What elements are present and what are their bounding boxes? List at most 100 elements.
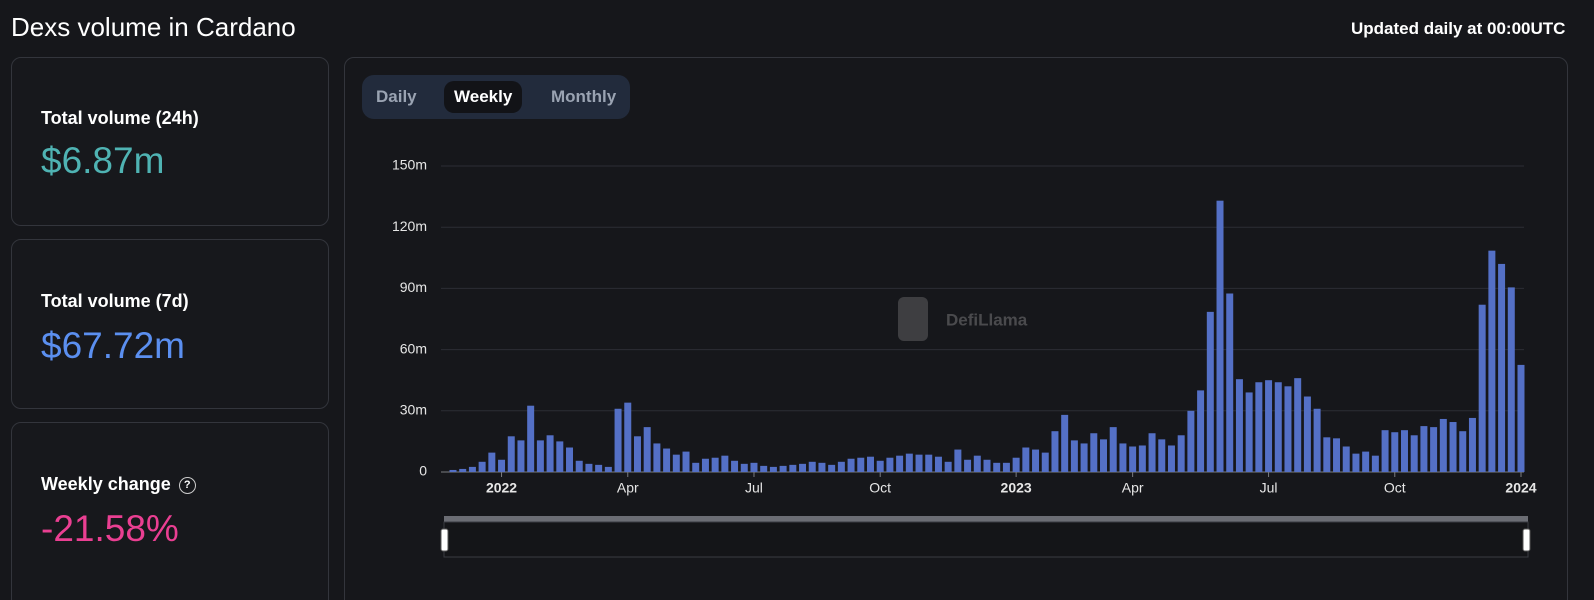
bar — [750, 462, 758, 472]
y-tick-label: 60m — [400, 340, 427, 356]
x-tick-label: Jul — [1260, 480, 1278, 496]
bar — [1245, 392, 1253, 472]
bar — [1371, 455, 1379, 472]
bar — [993, 462, 1001, 472]
bar — [1129, 446, 1137, 472]
bar — [536, 440, 544, 472]
bar — [1430, 427, 1438, 472]
bar — [1449, 422, 1457, 472]
bar — [527, 405, 535, 472]
brush-handle[interactable] — [1522, 528, 1531, 552]
bar — [1420, 426, 1428, 472]
x-tick-label: 2024 — [1505, 480, 1536, 496]
stat-card: Weekly change? -21.58% — [11, 422, 329, 600]
bar — [1100, 439, 1108, 472]
bar — [1274, 382, 1282, 472]
update-note: Updated daily at 00:00UTC — [1351, 19, 1566, 38]
bar — [1381, 430, 1389, 472]
stat-label-text: Weekly change — [41, 474, 171, 494]
y-tick-label: 0 — [419, 463, 427, 479]
tab[interactable]: Daily — [376, 87, 417, 106]
bar — [1138, 445, 1146, 472]
bar — [643, 427, 651, 472]
tab[interactable]: Weekly — [444, 81, 523, 113]
bar — [624, 402, 632, 472]
bar — [633, 436, 641, 472]
bar — [566, 447, 574, 472]
bar — [1051, 431, 1059, 472]
bar — [1400, 430, 1408, 472]
watermark-text: DefiLlama — [946, 310, 1028, 329]
bar — [682, 451, 690, 472]
bar — [517, 440, 525, 472]
bar — [934, 456, 942, 472]
bar — [1226, 293, 1234, 472]
bar — [1439, 418, 1447, 472]
bar — [1061, 414, 1069, 472]
watermark: DefiLlama — [898, 297, 1028, 341]
bar — [575, 460, 583, 472]
bar — [1410, 435, 1418, 472]
bar — [595, 464, 603, 472]
bar — [1265, 380, 1273, 472]
x-tick-label: Apr — [617, 480, 639, 496]
stat-value: $67.72m — [41, 325, 185, 366]
bar — [1167, 445, 1175, 472]
bar — [1119, 443, 1127, 472]
bar — [1080, 443, 1088, 472]
watermark-logo — [898, 297, 928, 341]
bar — [944, 461, 952, 472]
bar — [905, 453, 913, 472]
bar — [973, 455, 981, 472]
bar — [799, 463, 807, 472]
bar — [1459, 431, 1467, 472]
bar — [1255, 382, 1263, 472]
bar — [886, 457, 894, 472]
bar — [692, 462, 700, 472]
bar — [711, 457, 719, 472]
bar — [1478, 304, 1486, 472]
bar — [1323, 437, 1331, 472]
tab[interactable]: Monthly — [551, 87, 617, 106]
help-icon[interactable]: ? — [178, 477, 196, 494]
bar — [614, 408, 622, 472]
bar — [1187, 410, 1195, 472]
bar — [721, 455, 729, 472]
bar — [449, 469, 457, 472]
bar — [653, 443, 661, 472]
x-tick-label: Oct — [1384, 480, 1406, 496]
bar — [1498, 263, 1506, 472]
bar — [1333, 438, 1341, 472]
stat-label: Weekly change? — [41, 474, 196, 495]
bar — [1070, 440, 1078, 472]
y-tick-label: 30m — [400, 402, 427, 418]
bar — [1294, 378, 1302, 472]
bar — [1032, 449, 1040, 472]
bar — [915, 454, 923, 472]
bar — [1303, 396, 1311, 472]
y-tick-label: 90m — [400, 279, 427, 295]
bar — [1391, 432, 1399, 472]
bar — [459, 468, 467, 472]
bar — [1284, 386, 1292, 472]
bar — [1352, 453, 1360, 472]
bar — [789, 464, 797, 472]
x-tick-label: Jul — [745, 480, 763, 496]
bar — [1488, 250, 1496, 472]
x-tick-label: 2022 — [486, 480, 517, 496]
brush-bar[interactable] — [444, 516, 1528, 522]
bar — [478, 461, 486, 472]
stat-label: Total volume (7d) — [41, 291, 189, 311]
brush-handle[interactable] — [440, 528, 449, 552]
brush[interactable] — [440, 516, 1531, 558]
bar — [964, 459, 972, 472]
y-tick-label: 120m — [392, 218, 427, 234]
bar — [701, 458, 709, 472]
brush-window[interactable] — [443, 521, 1529, 558]
x-tick-label: Apr — [1122, 480, 1144, 496]
bar — [1216, 200, 1224, 472]
bar — [488, 452, 496, 472]
bar — [828, 464, 836, 472]
bar — [1342, 446, 1350, 472]
bar — [731, 460, 739, 472]
